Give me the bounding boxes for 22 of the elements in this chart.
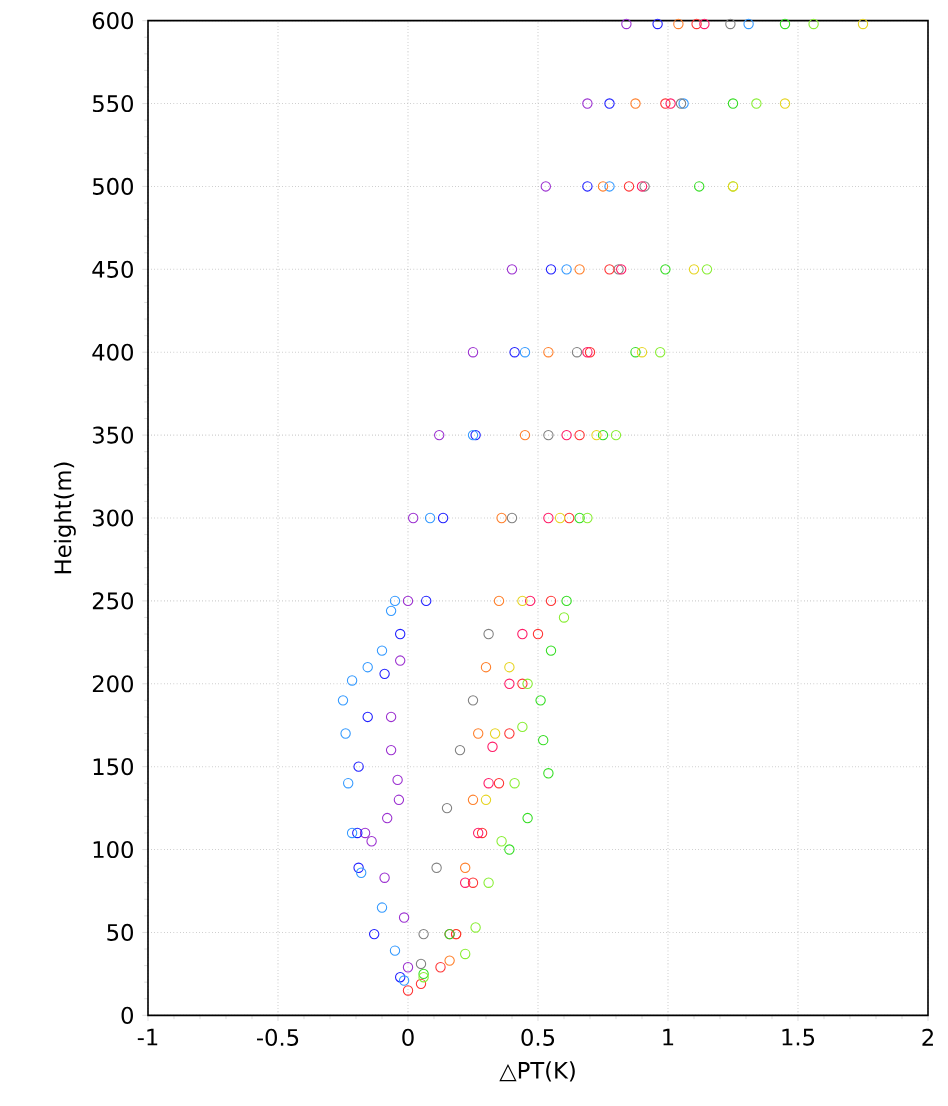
y-tick-label: 350 <box>92 426 133 444</box>
x-tick-label: 1.5 <box>782 1028 815 1046</box>
y-tick-label: 50 <box>107 923 133 941</box>
y-tick-label: 200 <box>92 675 133 693</box>
y-tick-label: 0 <box>121 1006 133 1024</box>
y-tick-label: 550 <box>92 94 133 113</box>
y-tick-label: 300 <box>92 509 133 527</box>
y-tick-label: 450 <box>92 260 133 278</box>
y-tick-label: 150 <box>93 758 133 776</box>
x-tick-label: -1 <box>137 1028 158 1046</box>
x-tick-label: 2 <box>922 1028 933 1046</box>
x-tick-label: 0.5 <box>521 1028 555 1046</box>
x-tick-label: -0.5 <box>256 1028 299 1046</box>
y-axis-title: Height(m) <box>53 462 76 574</box>
y-tick-label: 400 <box>92 343 133 361</box>
y-tick-label: 600 <box>92 12 133 30</box>
x-tick-label: 0 <box>402 1028 414 1046</box>
y-tick-label: 500 <box>92 177 133 195</box>
y-tick-label: 250 <box>92 592 133 610</box>
y-tick-label: 100 <box>93 840 133 859</box>
x-tick-label: 1 <box>663 1028 674 1046</box>
x-axis-title: △PT(K) <box>499 1061 575 1082</box>
